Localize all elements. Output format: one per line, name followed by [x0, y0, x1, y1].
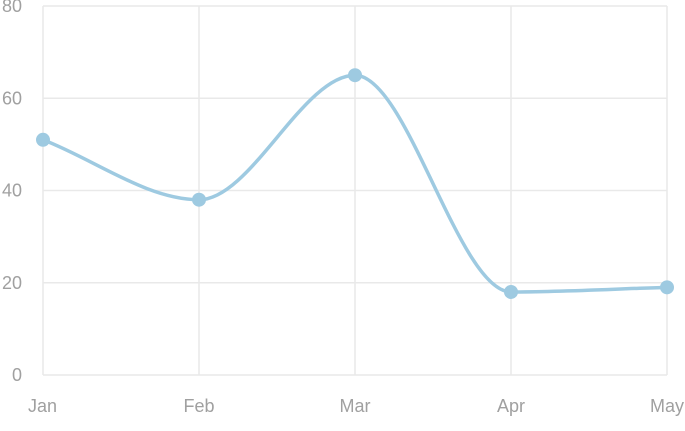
y-tick-label: 80: [2, 0, 22, 16]
x-tick-label: May: [650, 396, 684, 416]
data-point[interactable]: [192, 192, 206, 207]
series-layer: [36, 68, 674, 299]
data-point[interactable]: [660, 280, 674, 295]
data-point[interactable]: [348, 68, 362, 83]
x-tick-label: Feb: [183, 396, 214, 416]
grid: [42, 5, 668, 376]
data-point[interactable]: [504, 284, 518, 299]
data-point[interactable]: [36, 132, 50, 147]
x-tick-label: Jan: [28, 396, 57, 416]
y-tick-label: 60: [2, 88, 22, 108]
y-axis-ticks: 0 20 40 60 80: [2, 0, 22, 385]
y-tick-label: 20: [2, 273, 22, 293]
x-axis-ticks: Jan Feb Mar Apr May: [28, 396, 684, 416]
y-tick-label: 40: [2, 181, 22, 201]
x-tick-label: Apr: [497, 396, 525, 416]
x-tick-label: Mar: [340, 396, 371, 416]
y-tick-label: 0: [12, 365, 22, 385]
